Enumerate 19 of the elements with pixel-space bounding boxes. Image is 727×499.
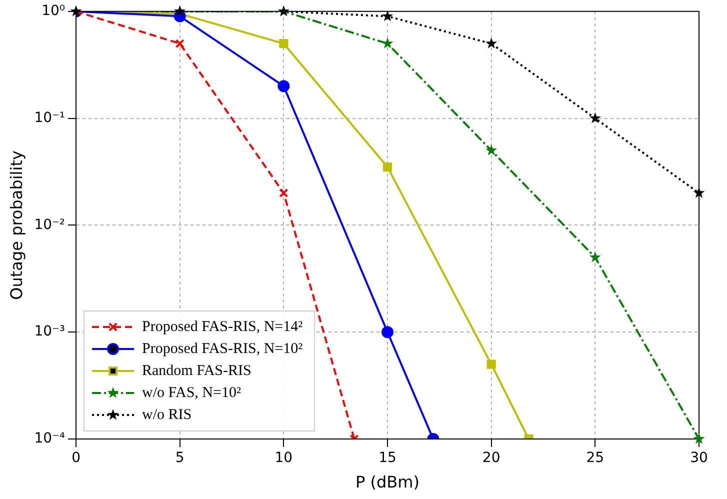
x-tick-label: 15 [378, 450, 396, 466]
x-tick-label: 20 [482, 450, 500, 466]
x-tick-label: 30 [690, 450, 708, 466]
x-tick-label: 25 [586, 450, 604, 466]
y-tick-label: 10⁻⁴ [34, 430, 66, 447]
legend-label: Random FAS-RIS [142, 362, 252, 379]
y-tick-label: 10⁻³ [34, 324, 66, 340]
legend-label: Proposed FAS-RIS, N=10² [142, 340, 304, 357]
x-axis-title: P (dBm) [356, 472, 420, 492]
legend-label: Proposed FAS-RIS, N=14² [142, 318, 304, 335]
y-tick-label: 10⁰ [42, 3, 66, 20]
y-tick-label: 10⁻² [34, 216, 66, 233]
legend-label: w/o FAS, N=10² [142, 384, 242, 401]
y-tick-label: 10⁻¹ [34, 110, 66, 126]
y-axis-title: Outage probability [6, 150, 26, 300]
x-tick-label: 5 [175, 450, 184, 466]
x-tick-label: 10 [274, 450, 293, 466]
legend-label: w/o RIS [142, 406, 192, 423]
x-tick-label: 0 [72, 450, 80, 466]
